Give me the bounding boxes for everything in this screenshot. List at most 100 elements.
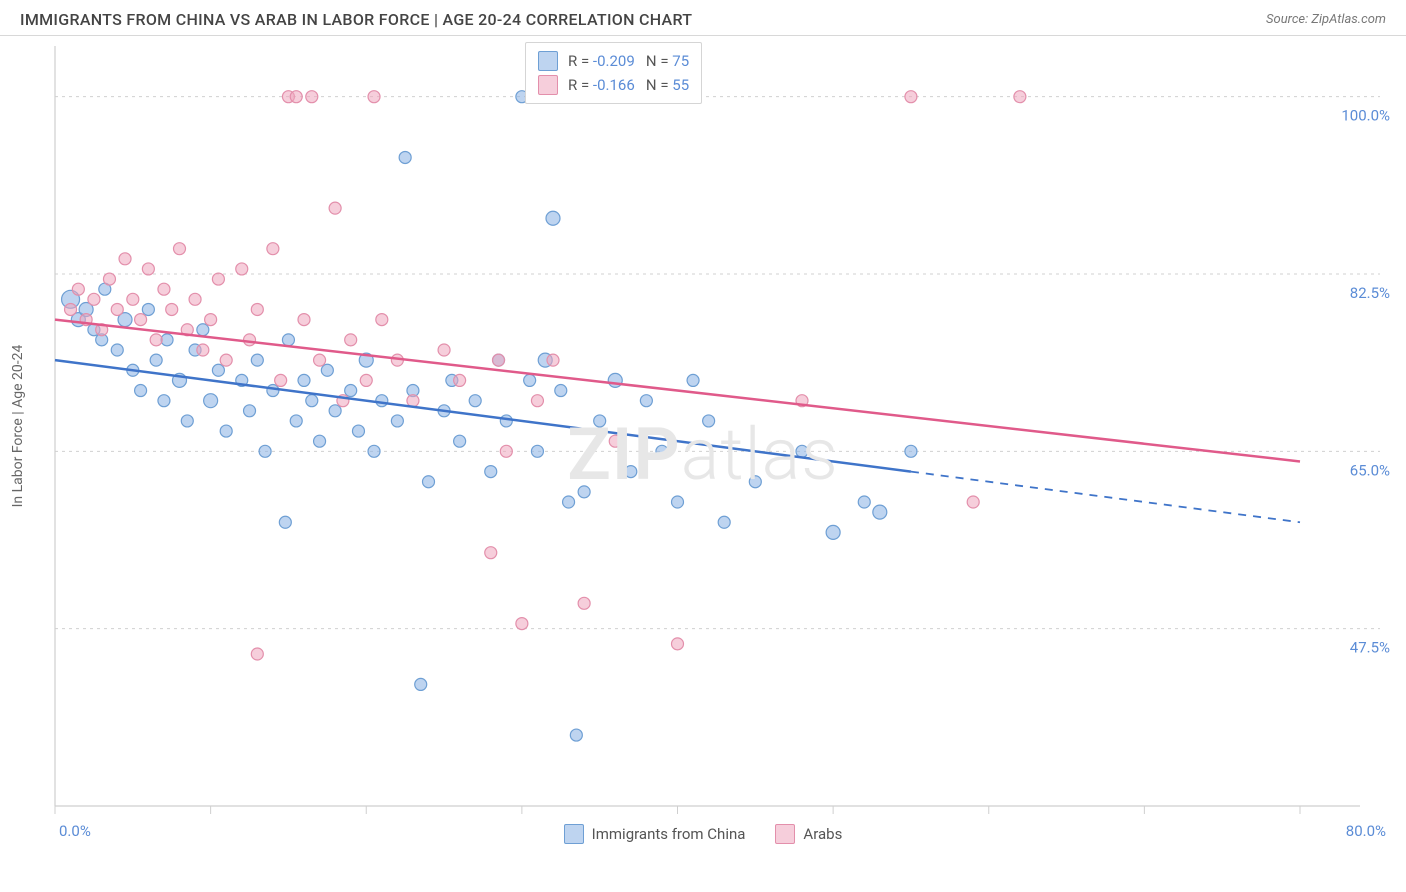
data-point [166,303,178,315]
data-point [345,385,357,397]
data-point [220,425,232,437]
data-point [251,303,263,315]
data-point [314,435,326,447]
legend-swatch [564,824,584,844]
data-point [279,516,291,528]
data-point [454,374,466,386]
legend-label: Immigrants from China [592,825,746,843]
data-point [150,334,162,346]
data-point [127,293,139,305]
data-point [244,334,256,346]
data-point [158,283,170,295]
data-point [189,293,201,305]
chart-header: IMMIGRANTS FROM CHINA VS ARAB IN LABOR F… [0,0,1406,36]
data-point [65,303,77,315]
legend-swatch [538,75,558,95]
data-point [376,395,388,407]
data-point [298,374,310,386]
data-point [905,445,917,457]
svg-text:82.5%: 82.5% [1350,284,1390,302]
data-point [749,476,761,488]
data-point [609,435,621,447]
series-legend-item: Immigrants from China [564,824,746,844]
data-point [555,385,567,397]
data-point [967,496,979,508]
data-point [290,91,302,103]
correlation-legend: R = -0.209 N = 75R = -0.166 N = 55 [525,42,702,104]
data-point [345,334,357,346]
data-point [423,476,435,488]
data-point [578,597,590,609]
data-point [703,415,715,427]
data-point [516,618,528,630]
data-point [329,405,341,417]
data-point [360,374,372,386]
data-point [531,445,543,457]
data-point [352,425,364,437]
data-point [905,91,917,103]
data-point [547,354,559,366]
data-point [236,263,248,275]
svg-text:100.0%: 100.0% [1341,107,1390,125]
data-point [150,354,162,366]
data-point [672,638,684,650]
data-point [197,324,209,336]
data-point [687,374,699,386]
legend-row: R = -0.166 N = 55 [538,73,689,97]
data-point [205,314,217,326]
series-legend: Immigrants from China Arabs [0,824,1406,844]
data-point [267,385,279,397]
data-point [212,364,224,376]
data-point [251,648,263,660]
data-point [469,395,481,407]
data-point [578,486,590,498]
svg-text:In Labor Force | Age 20-24: In Labor Force | Age 20-24 [10,344,26,507]
data-point [500,415,512,427]
data-point [391,415,403,427]
data-point [563,496,575,508]
data-point [796,445,808,457]
data-point [594,415,606,427]
data-point [1014,91,1026,103]
data-point [306,395,318,407]
data-point [672,496,684,508]
data-point [103,273,115,285]
data-point [282,334,294,346]
scatter-chart: 47.5%65.0%82.5%100.0%0.0%80.0%In Labor F… [0,36,1406,856]
data-point [500,445,512,457]
chart-title: IMMIGRANTS FROM CHINA VS ARAB IN LABOR F… [20,10,692,29]
legend-text: R = -0.209 N = 75 [568,49,689,73]
data-point [275,374,287,386]
data-point [135,314,147,326]
data-point [570,729,582,741]
data-point [718,516,730,528]
data-point [204,394,218,408]
data-point [873,505,887,519]
svg-text:65.0%: 65.0% [1350,461,1390,479]
data-point [314,354,326,366]
data-point [72,283,84,295]
source-label: Source: ZipAtlas.com [1266,12,1386,27]
data-point [399,151,411,163]
chart-area: ZIPatlas 47.5%65.0%82.5%100.0%0.0%80.0%I… [0,36,1406,856]
data-point [88,293,100,305]
data-point [485,466,497,478]
data-point [290,415,302,427]
series-legend-item: Arabs [775,824,842,844]
data-point [212,273,224,285]
data-point [608,373,622,387]
data-point [220,354,232,366]
data-point [640,395,652,407]
data-point [368,91,380,103]
data-point [298,314,310,326]
data-point [656,445,668,457]
legend-label: Arabs [803,825,842,843]
data-point [329,202,341,214]
data-point [111,303,123,315]
data-point [415,678,427,690]
svg-text:47.5%: 47.5% [1350,639,1390,657]
data-point [111,344,123,356]
data-point [142,303,154,315]
data-point [531,395,543,407]
legend-text: R = -0.166 N = 55 [568,73,689,97]
